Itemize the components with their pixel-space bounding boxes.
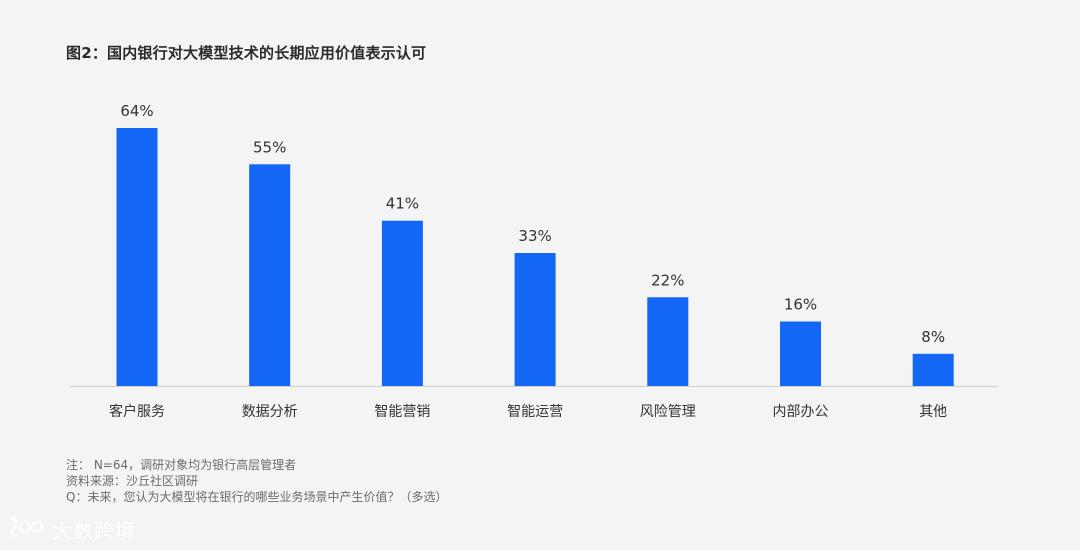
value-label-2: 55% [253, 138, 286, 156]
bar-6 [780, 321, 821, 386]
bar-3 [381, 220, 423, 386]
source-note: 资料来源：沙丘社区调研 [66, 474, 199, 488]
category-label-4: 智能运营 [507, 404, 563, 420]
chart-notes: 注： N=64，调研对象均为银行高层管理者 资料来源：沙丘社区调研 Q：未来，您… [66, 457, 447, 505]
sample-note: 注： N=64，调研对象均为银行高层管理者 [66, 458, 297, 472]
category-label-5: 风险管理 [640, 404, 696, 420]
category-label-2: 数据分析 [242, 404, 298, 420]
category-label-7: 其他 [919, 404, 947, 420]
watermark-text: 大数跨境 [52, 518, 136, 543]
chart-title: 图2：国内银行对大模型技术的长期应用价值表示认可 [66, 44, 427, 62]
bar-4 [514, 253, 556, 386]
value-label-1: 64% [120, 102, 153, 120]
value-label-5: 22% [651, 271, 684, 289]
bar-7 [912, 353, 954, 387]
bars-layer [116, 128, 954, 387]
category-label-6: 内部办公 [773, 404, 829, 420]
category-label-1: 客户服务 [109, 403, 165, 420]
value-label-6: 16% [784, 296, 817, 314]
bar-2 [249, 164, 291, 386]
bar-5 [647, 297, 689, 386]
bar-chart: 64% 客户服务 55% 数据分析 41% 智能营销 33% 智能运营 22% 风险管理 16% 内部… [70, 102, 998, 420]
value-label-7: 8% [921, 328, 945, 346]
category-label-3: 智能营销 [374, 404, 430, 420]
bar-1 [116, 128, 158, 386]
value-label-4: 33% [518, 227, 551, 245]
watermark: 大数跨境 [8, 515, 136, 543]
labels-layer: 64% 客户服务 55% 数据分析 41% 智能营销 33% 智能运营 22% 风险管理 16% 内部… [109, 102, 947, 420]
logo-icon [8, 515, 46, 543]
question-note: Q：未来，您认为大模型将在银行的哪些业务场景中产生价值？（多选） [66, 490, 448, 504]
value-label-3: 41% [386, 195, 419, 213]
